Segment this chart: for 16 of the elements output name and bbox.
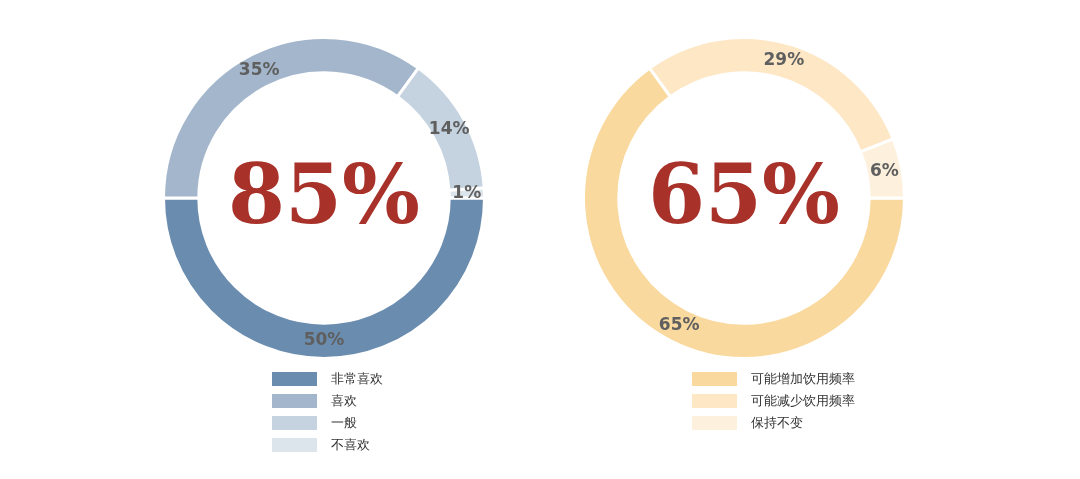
legend-label: 非常喜欢 — [331, 370, 383, 388]
legend-label: 可能增加饮用频率 — [751, 370, 855, 388]
legend-label: 可能减少饮用频率 — [751, 392, 855, 410]
data-label: 50% — [303, 329, 345, 350]
legend-label: 喜欢 — [331, 392, 357, 410]
legend-label: 不喜欢 — [331, 436, 370, 454]
data-label: 1% — [452, 181, 482, 202]
data-label: 6% — [869, 159, 899, 180]
data-label: 35% — [238, 59, 280, 80]
data-label: 14% — [428, 117, 470, 138]
text: 65% — [647, 146, 841, 243]
legend-label: 保持不变 — [751, 414, 803, 432]
data-label: 65% — [658, 313, 700, 334]
data-label: 29% — [763, 49, 805, 70]
legend-label: 一般 — [331, 414, 357, 432]
text: 85% — [227, 146, 421, 243]
